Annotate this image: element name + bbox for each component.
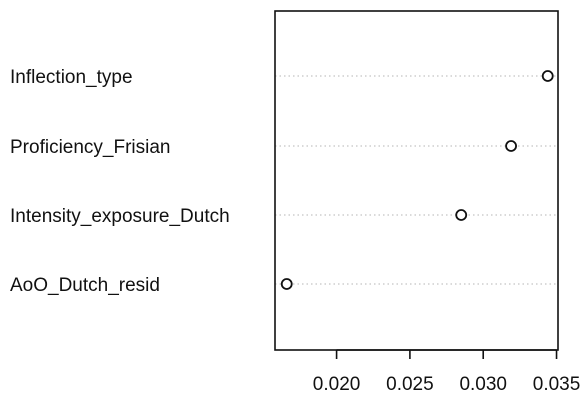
data-point [541,70,554,82]
plot-frame [274,10,559,351]
guide-lines [275,75,558,285]
points [280,70,554,290]
category-label: AoO_Dutch_resid [10,275,160,296]
data-point [505,140,517,152]
x-tick-label: 0.030 [459,374,507,395]
x-tick-label: 0.035 [533,374,581,395]
x-tick-label: 0.020 [313,374,361,395]
category-labels: Inflection_type Proficiency_Frisian Intens… [10,67,230,296]
data-point [455,209,468,221]
x-axis: 0.020 0.025 0.030 0.035 [313,349,581,395]
x-tick-label: 0.025 [386,374,434,395]
data-point [280,278,293,290]
category-label: Inflection_type [10,67,133,88]
category-label: Proficiency_Frisian [10,137,171,158]
category-label: Intensity_exposure_Dutch [10,206,230,227]
